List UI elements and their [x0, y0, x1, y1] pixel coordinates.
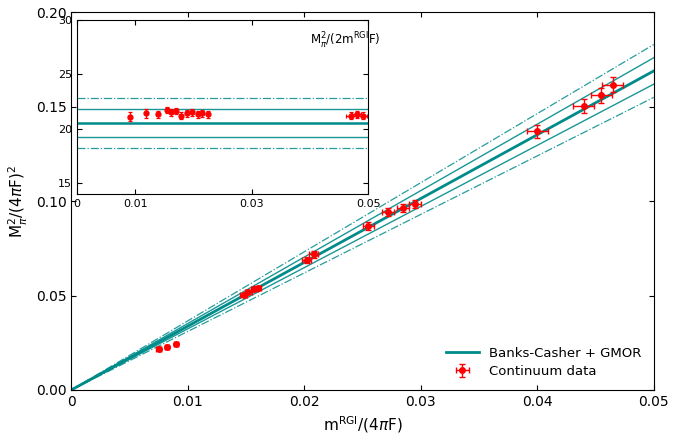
Banks-Casher + GMOR: [383, 215, 391, 220]
X-axis label: m$^{\rm RGI}$/(4$\pi$F): m$^{\rm RGI}$/(4$\pi$F): [322, 414, 402, 435]
Legend: Banks-Casher + GMOR, Continuum data: Banks-Casher + GMOR, Continuum data: [441, 342, 647, 383]
Banks-Casher + GMOR: [344, 236, 352, 241]
Line: Banks-Casher + GMOR: Banks-Casher + GMOR: [71, 71, 654, 390]
Banks-Casher + GMOR: [635, 76, 644, 81]
Banks-Casher + GMOR: [67, 387, 75, 392]
Banks-Casher + GMOR: [347, 234, 356, 239]
Banks-Casher + GMOR: [650, 69, 658, 74]
Banks-Casher + GMOR: [545, 126, 553, 131]
Banks-Casher + GMOR: [414, 198, 422, 203]
Y-axis label: M$_{\pi}^{2}$/(4$\pi$F)$^{2}$: M$_{\pi}^{2}$/(4$\pi$F)$^{2}$: [7, 165, 30, 238]
